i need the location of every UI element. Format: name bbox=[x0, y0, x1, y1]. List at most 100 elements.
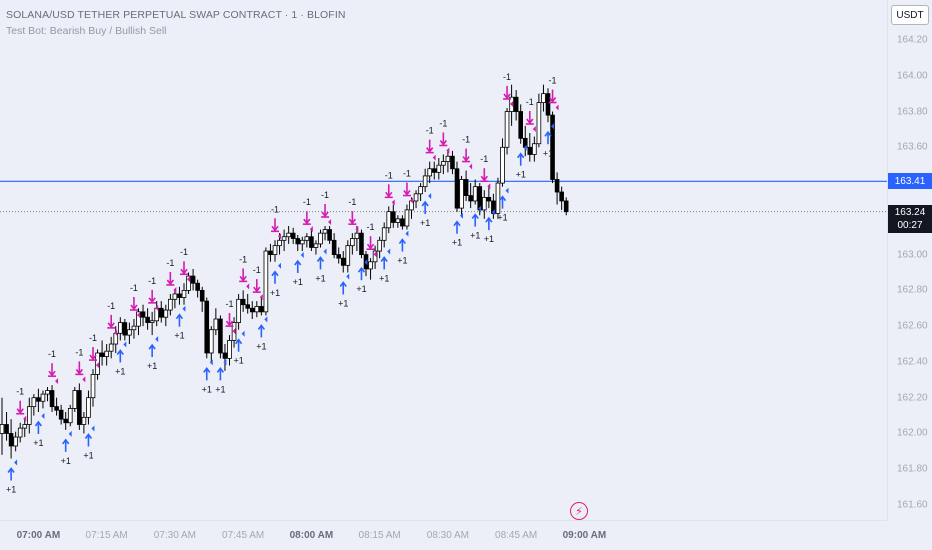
sell-flag-marker bbox=[355, 226, 359, 233]
candle-up bbox=[104, 350, 109, 357]
sell-flag-marker bbox=[328, 219, 332, 225]
horizontal-line-price-tag: 163.41 bbox=[888, 173, 932, 190]
candle-up bbox=[372, 250, 378, 263]
buy-flag-marker bbox=[209, 359, 213, 366]
candle-down bbox=[63, 418, 68, 424]
candle-up bbox=[299, 239, 305, 245]
candle-down bbox=[58, 409, 64, 420]
sell-flag-marker bbox=[173, 286, 177, 293]
candle-up bbox=[504, 111, 510, 148]
buy-label: +1 bbox=[83, 451, 93, 461]
buy-label: +1 bbox=[61, 456, 71, 466]
buy-label: +1 bbox=[270, 288, 280, 298]
buy-arrow-head bbox=[175, 313, 184, 320]
candle-up bbox=[72, 390, 78, 409]
candle-up bbox=[86, 397, 91, 418]
buy-flag-marker bbox=[428, 193, 432, 200]
buy-label: +1 bbox=[356, 284, 366, 294]
sell-flag-marker bbox=[278, 233, 281, 240]
sell-label: -1 bbox=[348, 197, 356, 207]
buy-label: +1 bbox=[256, 341, 266, 351]
buy-arrow-head bbox=[271, 270, 279, 277]
sell-label: -1 bbox=[321, 190, 329, 200]
sell-flag-marker bbox=[187, 276, 190, 283]
candle-up bbox=[377, 239, 382, 252]
sell-label: -1 bbox=[148, 276, 156, 286]
candle-down bbox=[454, 168, 460, 209]
buy-arrow-head bbox=[34, 420, 43, 427]
candle-down bbox=[359, 232, 364, 256]
candle-down bbox=[309, 236, 314, 248]
buy-arrow-head bbox=[257, 324, 265, 330]
price-tick-label: 163.60 bbox=[897, 141, 928, 153]
candle-down bbox=[545, 93, 551, 116]
sell-arrow-head bbox=[130, 304, 138, 311]
candle-down bbox=[463, 179, 469, 196]
sell-label: -1 bbox=[426, 126, 434, 136]
buy-arrow-head bbox=[517, 152, 525, 159]
sell-flag-marker bbox=[469, 163, 473, 170]
price-axis-divider bbox=[887, 0, 888, 520]
candle-down bbox=[4, 424, 9, 434]
sell-flag-marker bbox=[446, 147, 450, 154]
buy-arrow-head bbox=[7, 467, 15, 473]
candle-up bbox=[90, 374, 96, 399]
candle-up bbox=[313, 243, 319, 248]
buy-flag-marker bbox=[155, 336, 159, 343]
buy-arrow-head bbox=[234, 338, 243, 345]
sell-arrow-head bbox=[403, 190, 411, 196]
buy-flag-marker bbox=[223, 359, 227, 366]
time-tick-label: 09:00 AM bbox=[562, 530, 607, 541]
buy-flag-marker bbox=[123, 341, 127, 348]
buy-label: +1 bbox=[516, 170, 526, 180]
candle-up bbox=[163, 309, 169, 318]
candle-up bbox=[354, 232, 360, 239]
lightning-icon[interactable]: ⚡ bbox=[570, 502, 588, 520]
sell-arrow-head bbox=[548, 97, 557, 103]
buy-arrow-head bbox=[453, 220, 461, 227]
candle-up bbox=[149, 320, 155, 323]
buy-label: +1 bbox=[174, 331, 184, 341]
candle-up bbox=[395, 218, 401, 223]
buy-arrow-head bbox=[544, 130, 552, 137]
candle-down bbox=[218, 318, 223, 354]
sell-flag-marker bbox=[82, 376, 86, 383]
candle-up bbox=[286, 232, 291, 238]
currency-button[interactable]: USDT bbox=[891, 5, 929, 25]
last-price-tag: 163.24 00:27 bbox=[888, 204, 932, 233]
candle-down bbox=[513, 96, 519, 112]
candle-up bbox=[213, 318, 219, 331]
sell-label: -1 bbox=[225, 299, 233, 309]
sell-flag-marker bbox=[155, 304, 159, 311]
candle-down bbox=[450, 155, 455, 170]
sell-flag-marker bbox=[232, 328, 236, 335]
buy-flag-marker bbox=[460, 212, 463, 219]
candle-down bbox=[222, 352, 228, 359]
buy-flag-marker bbox=[491, 209, 495, 216]
sell-arrow-head bbox=[271, 225, 279, 232]
chart-title: SOLANA/USD TETHER PERPETUAL SWAP CONTRAC… bbox=[6, 9, 346, 21]
candle-up bbox=[0, 424, 5, 434]
indicator-legend[interactable]: Test Bot: Bearish Buy / Bullish Sell bbox=[6, 25, 167, 37]
candle-down bbox=[468, 195, 473, 202]
sell-flag-marker bbox=[96, 362, 99, 369]
candle-up bbox=[136, 311, 141, 327]
buy-label: +1 bbox=[6, 485, 16, 495]
buy-arrow-head bbox=[398, 238, 407, 245]
sell-label: -1 bbox=[166, 258, 174, 268]
candle-up bbox=[172, 293, 178, 300]
sell-flag-marker bbox=[246, 283, 250, 290]
buy-arrow-head bbox=[421, 200, 429, 207]
buy-arrow-head bbox=[294, 259, 302, 266]
buy-flag-marker bbox=[91, 425, 95, 432]
sell-label: -1 bbox=[89, 333, 97, 343]
sell-label: -1 bbox=[75, 347, 83, 357]
sell-arrow-head bbox=[48, 370, 56, 377]
candle-down bbox=[240, 298, 246, 306]
candle-down bbox=[390, 211, 396, 223]
buy-flag-marker bbox=[182, 305, 186, 312]
buy-label: +1 bbox=[315, 273, 325, 283]
candle-up bbox=[427, 168, 432, 177]
